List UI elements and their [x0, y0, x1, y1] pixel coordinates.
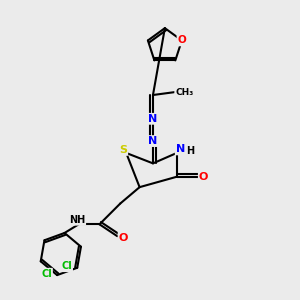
Text: O: O — [118, 233, 128, 243]
Text: S: S — [119, 145, 127, 155]
Text: N: N — [148, 114, 158, 124]
Text: O: O — [199, 172, 208, 182]
Text: Cl: Cl — [41, 268, 52, 279]
Text: NH: NH — [69, 215, 85, 225]
Text: N: N — [176, 144, 185, 154]
Text: N: N — [148, 136, 158, 146]
Text: O: O — [177, 35, 186, 46]
Text: CH₃: CH₃ — [175, 88, 193, 97]
Text: Cl: Cl — [61, 261, 72, 271]
Text: H: H — [186, 146, 194, 157]
